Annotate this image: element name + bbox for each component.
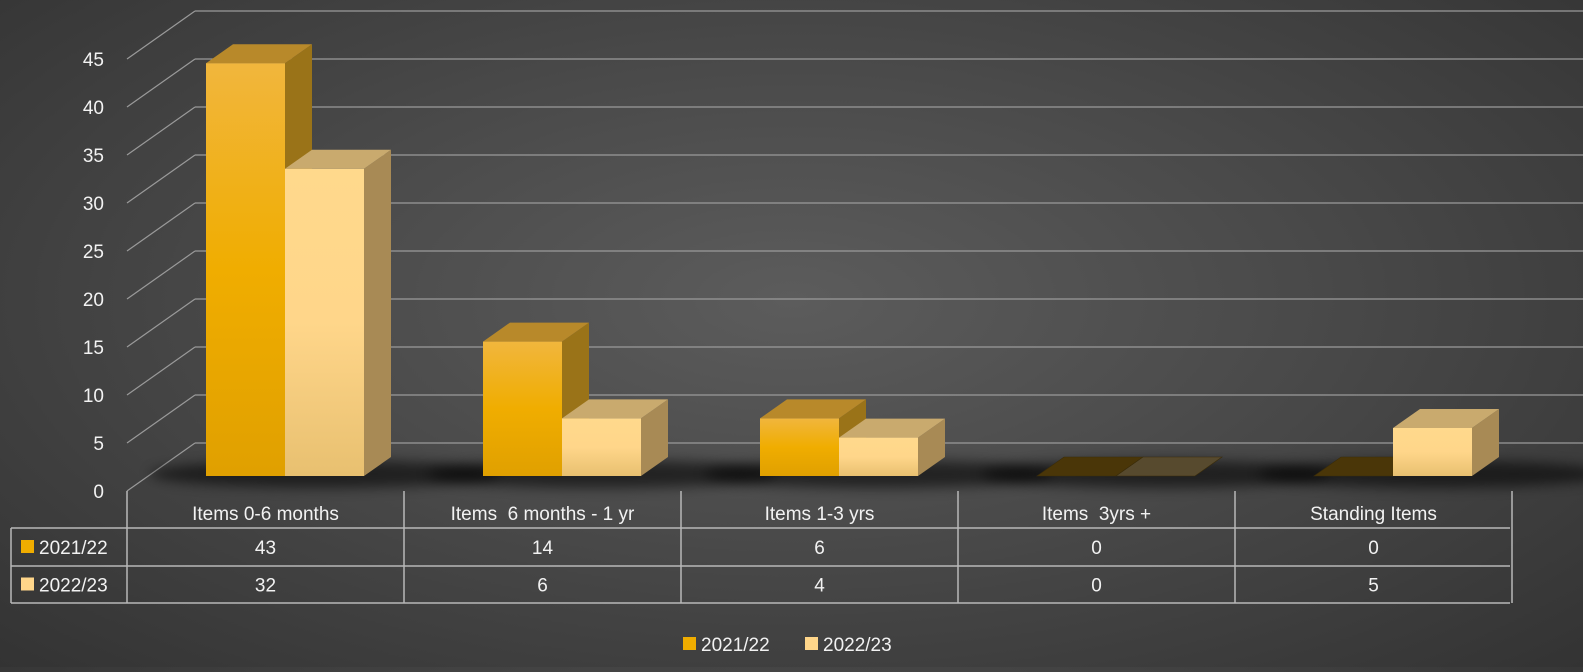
bar-top bbox=[206, 44, 312, 64]
bar-front bbox=[206, 63, 285, 476]
table-cell-value: 43 bbox=[255, 538, 276, 559]
bar-front bbox=[562, 418, 641, 476]
bar-top bbox=[285, 149, 391, 169]
legend-label: 2021/22 bbox=[701, 635, 770, 656]
bar-side bbox=[918, 418, 945, 476]
bar-1-2 bbox=[839, 418, 945, 476]
bar-side bbox=[1472, 409, 1499, 476]
table-cell-value: 14 bbox=[532, 538, 554, 559]
gridline-diagonal bbox=[126, 394, 196, 444]
data-table: Items 0-6 months Items 6 months - 1 yr Ite… bbox=[10, 491, 1513, 604]
gridline-diagonal bbox=[126, 10, 196, 60]
bar-front bbox=[1393, 428, 1472, 476]
table-cell-value: 0 bbox=[1091, 576, 1102, 597]
legend: 2021/22 2022/23 bbox=[683, 635, 892, 656]
table-cell-value: 0 bbox=[1091, 538, 1102, 559]
x-category-label: Items 3yrs + bbox=[1042, 504, 1151, 525]
bar-side bbox=[364, 149, 391, 477]
bar-1-3 bbox=[1115, 456, 1223, 477]
bar-front bbox=[839, 437, 918, 476]
y-tick-label: 45 bbox=[83, 50, 104, 71]
y-tick-label: 20 bbox=[83, 290, 104, 311]
y-tick-label: 35 bbox=[83, 146, 104, 167]
x-category-label: Items 1-3 yrs bbox=[765, 504, 875, 525]
table-cell-value: 32 bbox=[255, 576, 276, 597]
table-legend-key bbox=[21, 577, 34, 591]
gridline-diagonal bbox=[126, 298, 196, 348]
table-legend-key bbox=[21, 540, 34, 553]
bars bbox=[206, 44, 1499, 477]
bar-front bbox=[760, 418, 839, 476]
bar-zero-1-3 bbox=[1115, 456, 1223, 477]
bar-top bbox=[1393, 409, 1499, 428]
gridline-diagonal bbox=[126, 442, 196, 492]
bar-top bbox=[760, 399, 866, 419]
x-category-label: Items 6 months - 1 yr bbox=[451, 504, 635, 525]
y-tick-label: 40 bbox=[83, 98, 104, 119]
bar-front bbox=[285, 168, 364, 477]
x-category-label: Items 0-6 months bbox=[192, 504, 339, 525]
bar-top bbox=[839, 418, 945, 438]
bar-front bbox=[483, 341, 562, 476]
y-axis: 0 5 10 15 20 25 30 35 40 45 bbox=[83, 50, 104, 503]
legend-label: 2022/23 bbox=[823, 635, 892, 656]
table-series-name: 2022/23 bbox=[39, 576, 108, 597]
gridlines bbox=[126, 10, 1583, 492]
table-cell-value: 5 bbox=[1368, 576, 1379, 597]
bar-top bbox=[483, 322, 589, 342]
gridline-diagonal bbox=[126, 58, 196, 108]
gridline-diagonal bbox=[126, 250, 196, 300]
gridline-diagonal bbox=[126, 346, 196, 396]
bar-top bbox=[562, 399, 668, 419]
bar-1-0 bbox=[285, 149, 391, 477]
legend-swatch bbox=[683, 637, 696, 650]
bar-side bbox=[641, 399, 668, 476]
table-cell-value: 6 bbox=[814, 538, 825, 559]
y-tick-label: 30 bbox=[83, 194, 104, 215]
table-series-name: 2021/22 bbox=[39, 538, 108, 559]
y-tick-label: 5 bbox=[93, 434, 104, 455]
bar-1-4 bbox=[1393, 409, 1499, 476]
gridline-diagonal bbox=[126, 106, 196, 156]
table-cell-value: 4 bbox=[814, 576, 825, 597]
x-category-label: Standing Items bbox=[1310, 504, 1437, 525]
y-tick-label: 10 bbox=[83, 386, 104, 407]
table-cell-value: 0 bbox=[1368, 538, 1379, 559]
table-cell-value: 6 bbox=[537, 576, 548, 597]
y-tick-label: 25 bbox=[83, 242, 104, 263]
gridline-diagonal bbox=[126, 202, 196, 252]
bar-1-1 bbox=[562, 399, 668, 476]
y-tick-label: 15 bbox=[83, 338, 104, 359]
y-tick-label: 0 bbox=[93, 482, 104, 503]
legend-swatch bbox=[805, 637, 818, 650]
gridline-diagonal bbox=[126, 154, 196, 204]
